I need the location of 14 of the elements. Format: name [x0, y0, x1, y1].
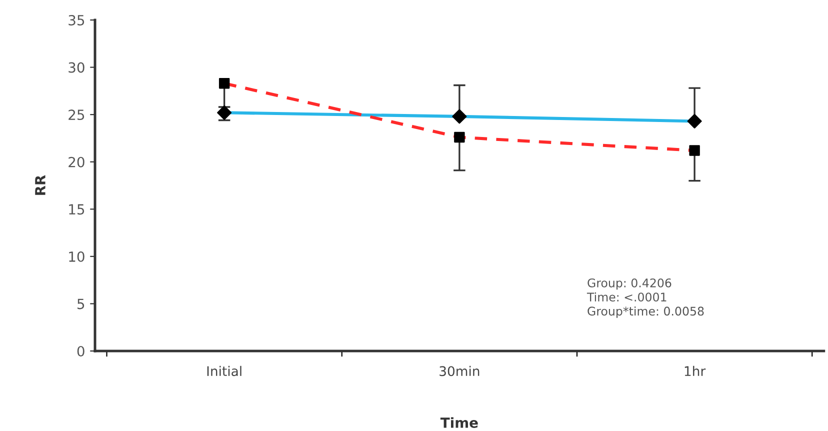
- y-tick-label: 25: [68, 110, 84, 120]
- x-tick-label: Initial: [207, 366, 242, 376]
- y-tick-label: 30: [68, 62, 84, 73]
- y-tick-label: 35: [68, 14, 84, 26]
- y-axis-title: RR: [35, 175, 46, 195]
- x-tick-label: 30min: [440, 366, 480, 376]
- y-tick-label: 20: [68, 156, 84, 168]
- annotation: Group: 0.4206 Time: <.0001 Group*time: 0.0058: [586, 278, 704, 318]
- x-axis-title: Time: [440, 417, 478, 428]
- y-tick-label: 0: [77, 346, 84, 356]
- x-tick-label: 1hr: [684, 366, 706, 376]
- y-tick-label: 5: [78, 298, 84, 310]
- y-tick-label: 10: [69, 251, 84, 262]
- y-tick-label: 15: [69, 204, 84, 215]
